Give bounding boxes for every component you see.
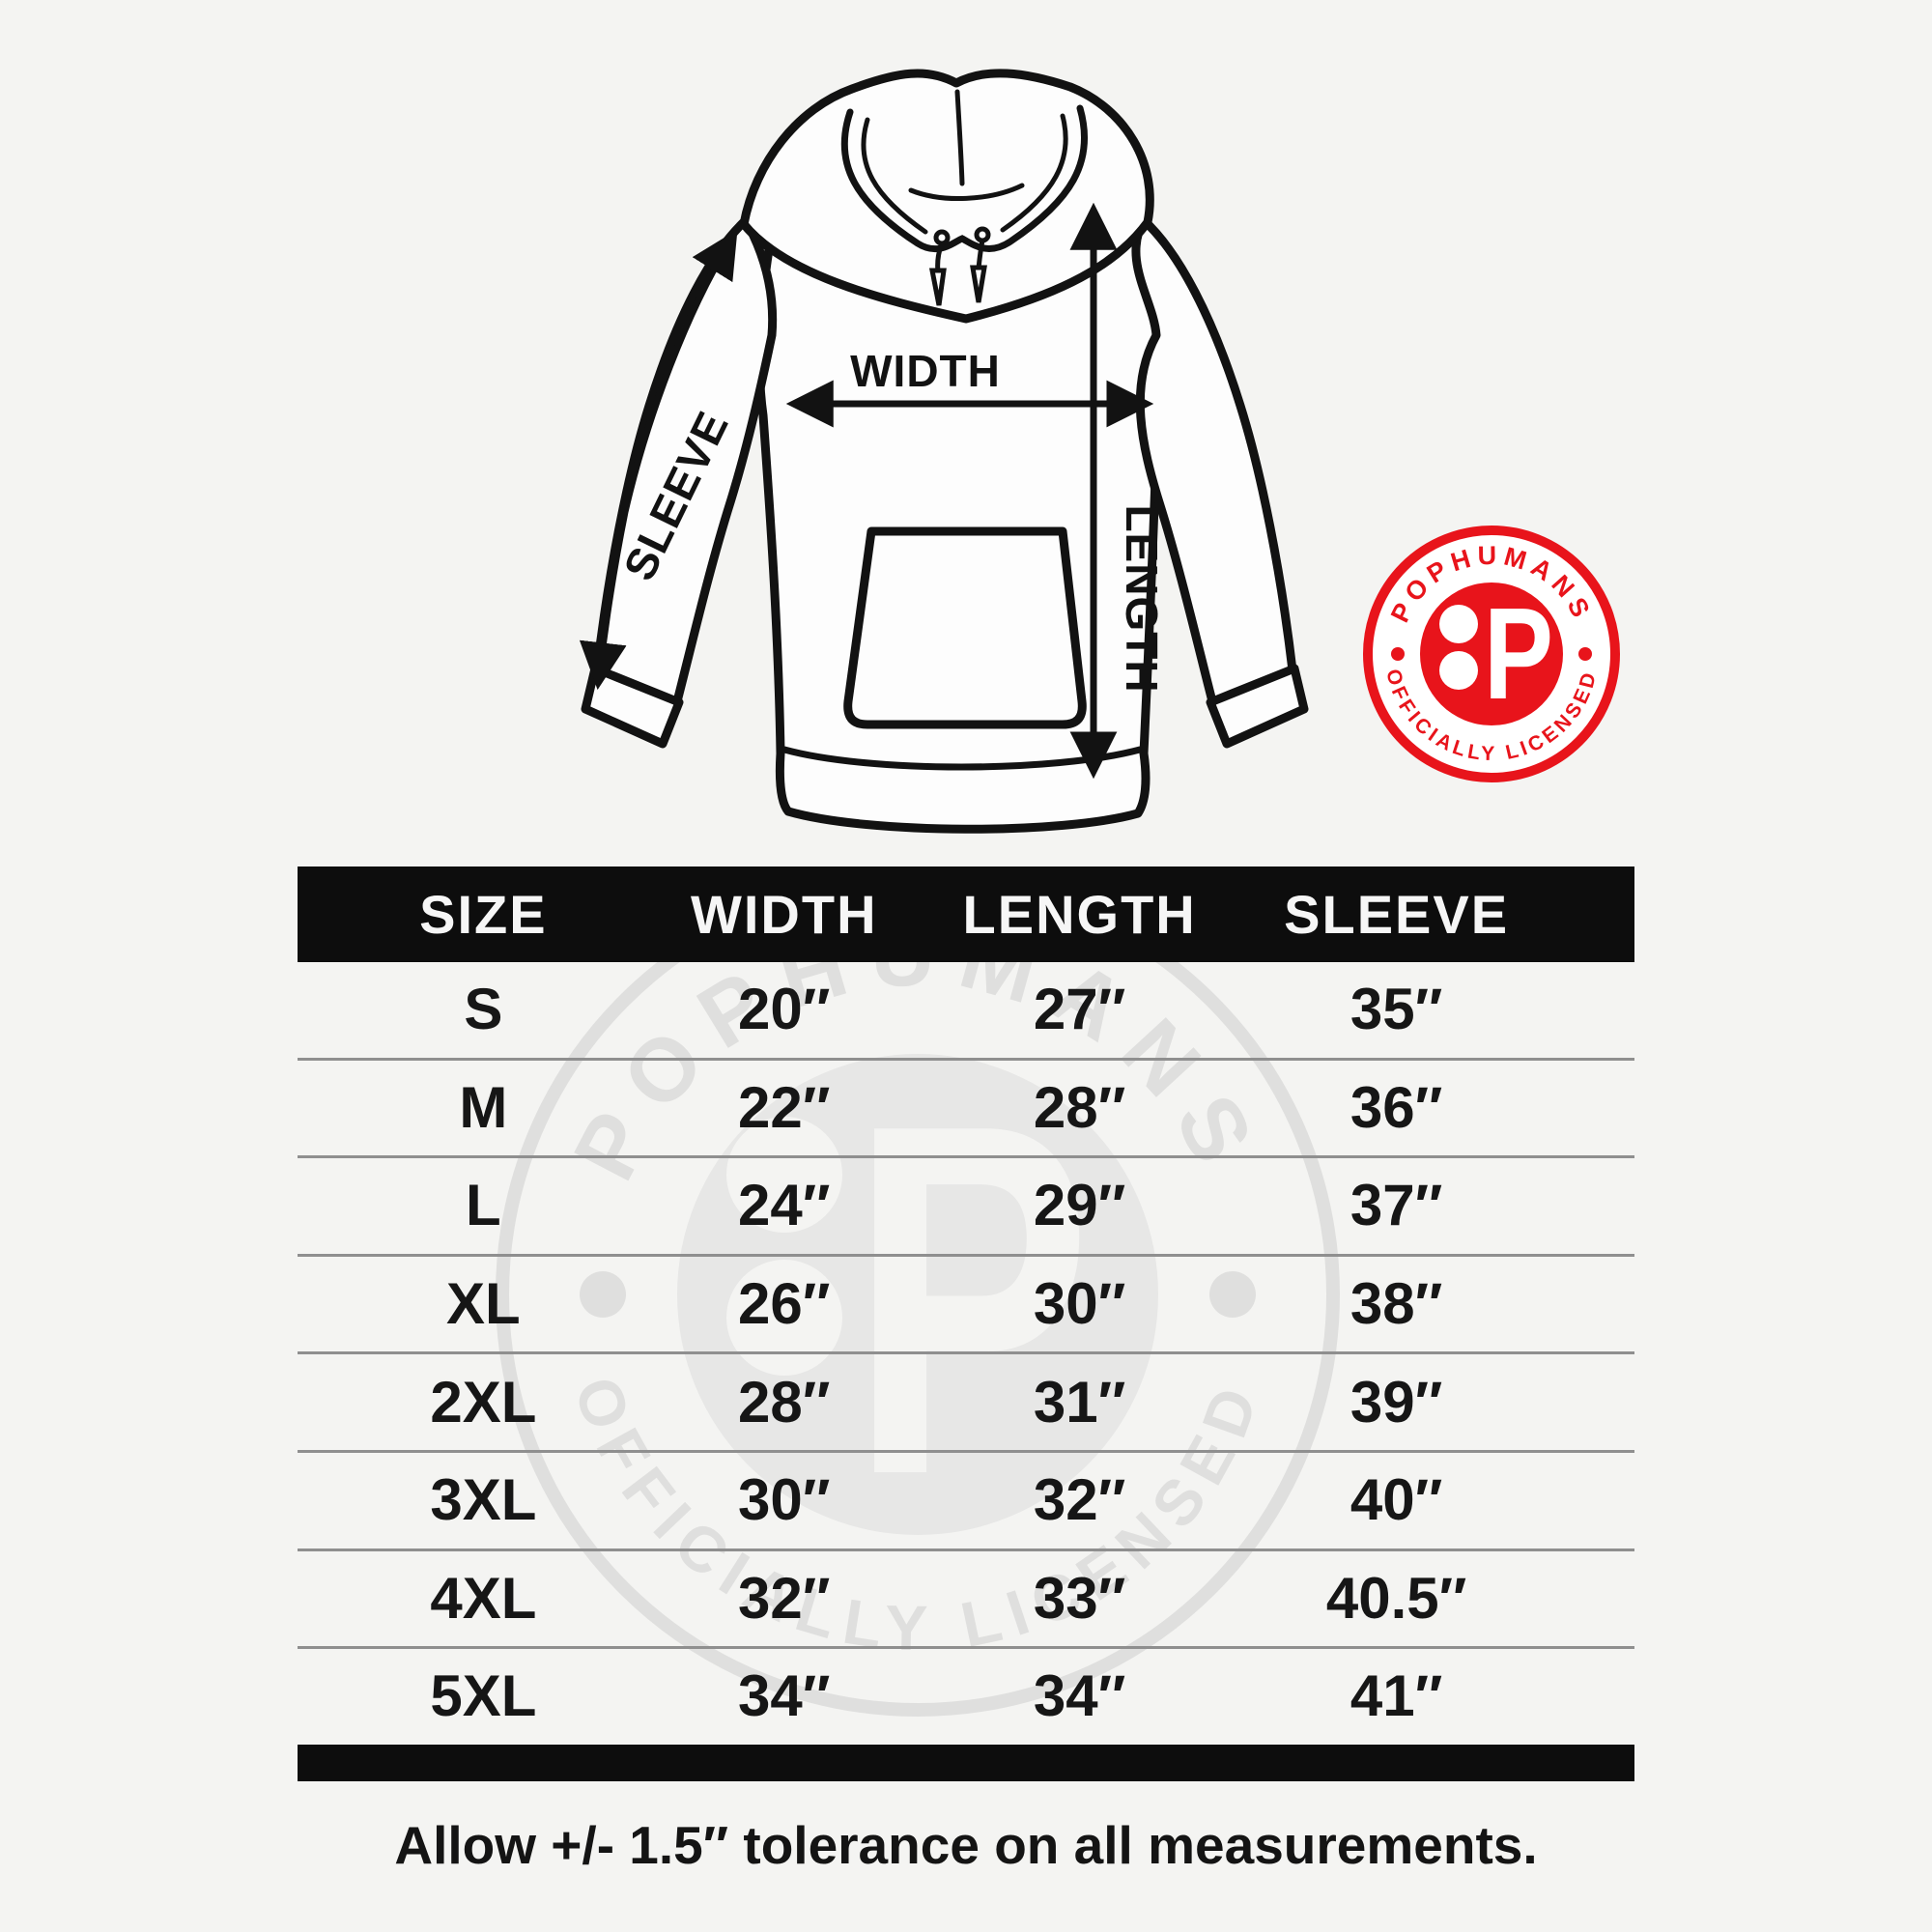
size-value: 3XL (430, 1467, 537, 1533)
watermark-colon-dot-icon (726, 1260, 842, 1376)
hoodie-aglet (970, 265, 987, 303)
size-chart-table: SIZE WIDTH LENGTH SLEEVE S 20″ 27″ 35″ M… (298, 867, 1634, 1876)
badge-colon-dot-icon (1439, 651, 1478, 690)
size-value: S (464, 977, 503, 1042)
length-value: 27″ (1033, 977, 1126, 1042)
length-value: 30″ (1033, 1271, 1126, 1337)
width-value: 28″ (738, 1369, 831, 1435)
length-value: 33″ (1033, 1565, 1126, 1631)
hoodie-aglet (928, 268, 947, 306)
officially-licensed-badge: P POPHUMANS OFFICIALLY LICENSED (1363, 526, 1620, 782)
hoodie-hood-seam (954, 89, 965, 186)
watermark-side-dot-icon (1209, 1271, 1256, 1318)
width-value: 22″ (738, 1074, 831, 1140)
column-header-length: LENGTH (962, 883, 1197, 945)
sleeve-value: 40.5″ (1325, 1565, 1467, 1631)
width-value: 30″ (738, 1467, 831, 1533)
size-value: M (459, 1074, 508, 1140)
watermark-side-dot-icon (580, 1271, 626, 1318)
column-header-size: SIZE (419, 883, 548, 945)
table-row: L 24″ 29″ 37″ (298, 1155, 1634, 1254)
watermark-colon-dot-icon (726, 1117, 842, 1233)
hoodie-hood-lining (861, 113, 1068, 235)
brand-watermark: P POPHUMANS OFFICIALLY LICENSED (496, 872, 1340, 1717)
length-value: 31″ (1033, 1369, 1126, 1435)
sleeve-value: 40″ (1350, 1467, 1443, 1533)
badge-colon-dot-icon (1439, 605, 1478, 643)
hoodie-right-sleeve (1131, 215, 1297, 710)
sleeve-value: 36″ (1350, 1074, 1443, 1140)
hoodie-right-cuff (1206, 664, 1309, 749)
table-row: 3XL 30″ 32″ 40″ (298, 1449, 1634, 1548)
length-value: 29″ (1033, 1173, 1126, 1238)
length-label: LENGTH (1117, 504, 1167, 693)
sleeve-value: 39″ (1350, 1369, 1443, 1435)
size-value: XL (446, 1271, 521, 1337)
table-header-row: SIZE WIDTH LENGTH SLEEVE (298, 867, 1634, 962)
column-header-sleeve: SLEEVE (1284, 883, 1510, 945)
hoodie-pocket (843, 526, 1087, 729)
badge-monogram: P (1484, 581, 1553, 726)
sleeve-arrow (579, 229, 738, 691)
table-row: XL 26″ 30″ 38″ (298, 1253, 1634, 1352)
table-row: 4XL 32″ 33″ 40.5″ (298, 1548, 1634, 1647)
tolerance-note: Allow +/- 1.5″ tolerance on all measurem… (394, 1814, 1538, 1875)
size-value: 2XL (430, 1369, 537, 1435)
width-value: 26″ (738, 1271, 831, 1337)
length-value: 28″ (1033, 1074, 1126, 1140)
table-row: 2XL 28″ 31″ 39″ (298, 1351, 1634, 1450)
sleeve-value: 37″ (1350, 1173, 1443, 1238)
sleeve-value: 38″ (1350, 1271, 1443, 1337)
sleeve-value: 35″ (1350, 977, 1443, 1042)
size-value: 4XL (430, 1565, 537, 1631)
hoodie-neckline (908, 183, 1025, 202)
width-value: 20″ (738, 977, 831, 1042)
size-value: 5XL (430, 1663, 537, 1729)
table-row: M 22″ 28″ 36″ (298, 1057, 1634, 1156)
table-row: S 20″ 27″ 35″ (298, 962, 1634, 1058)
badge-side-dot-icon (1578, 647, 1592, 661)
length-value: 32″ (1033, 1467, 1126, 1533)
sleeve-value: 41″ (1350, 1663, 1443, 1729)
table-bottom-bar (298, 1744, 1634, 1781)
column-header-width: WIDTH (691, 883, 878, 945)
hoodie-hood-opening (840, 104, 1089, 253)
length-value: 34″ (1033, 1663, 1126, 1729)
badge-side-dot-icon (1391, 647, 1405, 661)
width-value: 34″ (738, 1663, 831, 1729)
hoodie-size-diagram: WIDTH LENGTH SLEEVE (579, 69, 1309, 834)
size-value: L (466, 1173, 501, 1238)
width-value: 32″ (738, 1565, 831, 1631)
watermark-monogram: P (850, 1020, 1092, 1578)
width-value: 24″ (738, 1173, 831, 1238)
width-label: WIDTH (850, 346, 1001, 396)
table-row: 5XL 34″ 34″ 41″ (298, 1646, 1634, 1745)
